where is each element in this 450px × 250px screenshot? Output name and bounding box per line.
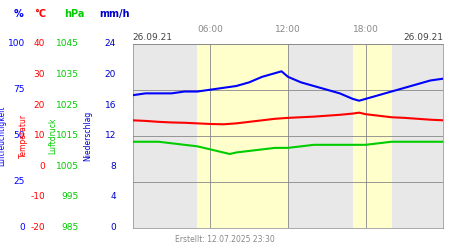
Text: 20: 20 (105, 70, 116, 79)
Text: Niederschlag: Niederschlag (83, 110, 92, 161)
Text: 1045: 1045 (56, 39, 79, 48)
Text: 4: 4 (111, 192, 116, 202)
Text: -20: -20 (31, 223, 45, 232)
Text: Erstellt: 12.07.2025 23:30: Erstellt: 12.07.2025 23:30 (175, 235, 275, 244)
Text: 0: 0 (19, 223, 25, 232)
Text: -10: -10 (30, 192, 45, 202)
Bar (353, 44, 392, 228)
Text: %: % (13, 9, 23, 19)
Text: 18:00: 18:00 (353, 25, 378, 34)
Text: 75: 75 (13, 85, 25, 94)
Text: hPa: hPa (64, 9, 85, 19)
Text: 0: 0 (39, 162, 45, 171)
Text: 24: 24 (105, 39, 116, 48)
Text: mm/h: mm/h (99, 9, 130, 19)
Text: 100: 100 (8, 39, 25, 48)
Text: 10: 10 (33, 131, 45, 140)
Text: 1025: 1025 (56, 100, 79, 110)
Text: 985: 985 (62, 223, 79, 232)
Text: 1015: 1015 (56, 131, 79, 140)
Text: 1005: 1005 (56, 162, 79, 171)
Text: 26.09.21: 26.09.21 (133, 34, 173, 42)
Text: 16: 16 (104, 100, 116, 110)
Text: 25: 25 (14, 177, 25, 186)
Bar (198, 44, 288, 228)
Text: 20: 20 (34, 100, 45, 110)
Text: 12: 12 (105, 131, 116, 140)
Text: 06:00: 06:00 (198, 25, 223, 34)
Text: 26.09.21: 26.09.21 (403, 34, 443, 42)
Text: 995: 995 (62, 192, 79, 202)
Text: 0: 0 (110, 223, 116, 232)
Text: Temperatur: Temperatur (19, 114, 28, 158)
Text: Luftdruck: Luftdruck (49, 118, 58, 154)
Text: 12:00: 12:00 (275, 25, 301, 34)
Text: 50: 50 (13, 131, 25, 140)
Text: 8: 8 (110, 162, 116, 171)
Text: Luftfeuchtigkeit: Luftfeuchtigkeit (0, 106, 6, 166)
Text: 1035: 1035 (56, 70, 79, 79)
Text: 30: 30 (33, 70, 45, 79)
Text: °C: °C (35, 9, 46, 19)
Text: 40: 40 (34, 39, 45, 48)
